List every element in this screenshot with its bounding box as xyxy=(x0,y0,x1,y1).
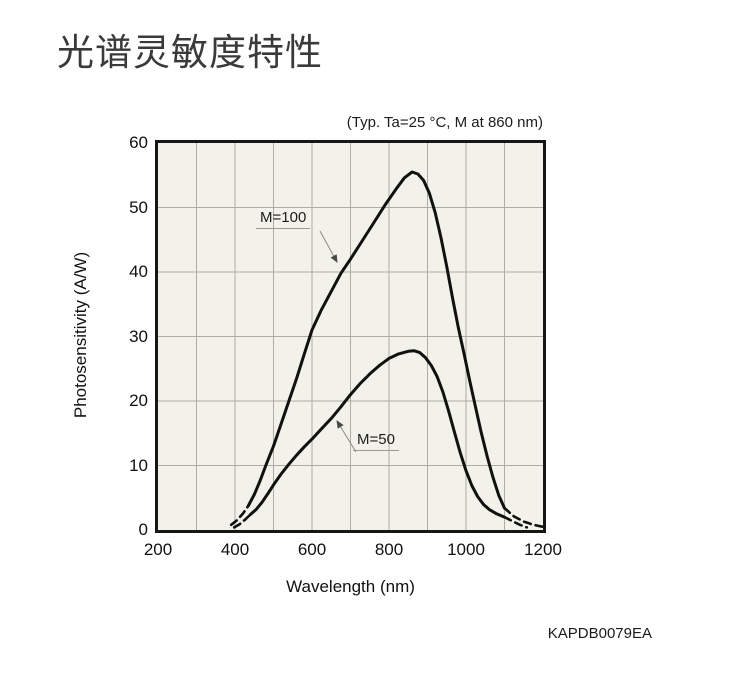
data-curves xyxy=(229,170,543,529)
y-tick-label: 0 xyxy=(138,520,148,539)
x-tick-label: 1200 xyxy=(524,540,562,559)
y-tick-label: 40 xyxy=(129,262,148,281)
m50-curve-dashed xyxy=(503,515,529,529)
y-tick-label: 10 xyxy=(129,455,148,475)
m50-curve-solid xyxy=(248,349,506,519)
x-tick-label: 1000 xyxy=(447,540,485,559)
annotation-m50: M=50 xyxy=(353,431,399,451)
x-tick-label: 400 xyxy=(220,540,250,559)
plot-area xyxy=(155,140,546,533)
y-tick-label: 30 xyxy=(129,326,148,346)
m100-curve-dashed xyxy=(229,504,250,527)
chart-condition-note: (Typ. Ta=25 °C, M at 860 nm) xyxy=(346,114,543,131)
m50-curve-dashed xyxy=(232,513,252,529)
y-tick-label: 20 xyxy=(129,391,148,410)
m100-arrow xyxy=(319,230,338,263)
y-tick-label: 50 xyxy=(129,197,148,217)
m50-arrow xyxy=(336,420,357,453)
annotation-m100: M=100 xyxy=(256,209,311,229)
gridlines xyxy=(158,143,543,530)
page-title: 光谱灵敏度特性 xyxy=(57,32,323,73)
document-code: KAPDB0079EA xyxy=(547,625,652,642)
x-tick-label: 200 xyxy=(143,540,173,559)
spectral-response-chart xyxy=(158,143,543,530)
x-tick-label: 600 xyxy=(297,540,327,559)
x-axis-title: Wavelength (nm) xyxy=(286,577,415,596)
annotation-arrows xyxy=(319,230,357,453)
y-tick-label: 60 xyxy=(129,133,148,152)
y-axis-title: Photosensitivity (A/W) xyxy=(71,251,90,419)
m100-curve-solid xyxy=(247,170,506,510)
x-tick-label: 800 xyxy=(374,540,404,559)
m100-curve-dashed xyxy=(503,506,543,529)
